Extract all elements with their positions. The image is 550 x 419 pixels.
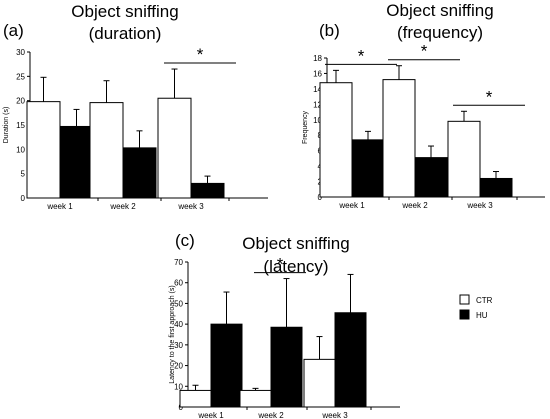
bar-hu-week-3 — [479, 177, 513, 198]
legend-swatch-hu — [459, 309, 470, 320]
y-tick-label: 10 — [16, 145, 25, 154]
bar-hu-week-3 — [190, 182, 225, 199]
y-tick-label: 60 — [174, 279, 183, 288]
y-tick-label: 30 — [16, 48, 25, 57]
legend-swatch-ctr — [459, 294, 470, 305]
bar-ctr-week-1 — [179, 389, 212, 408]
x-tick-label: week 2 — [401, 201, 428, 210]
legend-label-hu: HU — [476, 311, 488, 320]
bar-ctr-week-3 — [157, 97, 192, 199]
chart-subtitle: (frequency) — [397, 23, 483, 42]
y-tick-label: 20 — [16, 97, 25, 106]
bar-hu-week-2 — [414, 157, 448, 198]
y-tick-label: 5 — [21, 170, 26, 179]
y-tick-label: 25 — [16, 72, 25, 81]
y-tick-label: 20 — [174, 362, 183, 371]
y-tick-label: 14 — [313, 85, 322, 94]
y-tick-label: 15 — [16, 121, 25, 130]
y-tick-label: 40 — [174, 320, 183, 329]
y-tick-label: 16 — [313, 69, 322, 78]
y-tick-label: 0 — [21, 194, 26, 203]
y-tick-label: 70 — [174, 258, 183, 267]
y-axis-label: Frequency — [302, 110, 309, 144]
bar-ctr-week-3 — [447, 120, 481, 198]
y-tick-label: 18 — [313, 54, 322, 63]
legend: CTR HU — [459, 294, 493, 320]
y-tick-label: 30 — [174, 341, 183, 350]
bar-hu-week-2 — [122, 147, 157, 199]
y-axis-label: Duration (s) — [3, 107, 10, 144]
chart-subtitle: (duration) — [89, 24, 162, 43]
bar-ctr-week-1 — [319, 82, 353, 198]
x-tick-label: week 3 — [177, 202, 204, 211]
significance-star: * — [277, 255, 284, 274]
panel-label: (c) — [175, 231, 195, 250]
y-tick-label: 10 — [313, 116, 322, 125]
bar-ctr-week-2 — [382, 79, 416, 198]
significance-star: * — [486, 87, 493, 106]
significance-star: * — [197, 45, 204, 64]
y-tick-label: 12 — [313, 100, 322, 109]
y-tick-label: 0 — [179, 403, 184, 412]
x-tick-label: week 1 — [197, 411, 224, 419]
x-tick-label: week 1 — [46, 202, 73, 211]
x-tick-label: week 2 — [109, 202, 136, 211]
legend-label-ctr: CTR — [476, 296, 493, 305]
bar-hu-week-2 — [270, 326, 303, 408]
chart-title: Object sniffing — [71, 2, 178, 21]
y-tick-label: 10 — [174, 382, 183, 391]
y-axis-label: Latency to the first approach (s) — [169, 285, 176, 383]
panel-b: (b)Object sniffing(frequency)Frequency02… — [302, 1, 545, 210]
panel-a: (a) Object sniffing (duration) Duration (s)… — [3, 2, 268, 211]
bar-ctr-week-1 — [26, 101, 61, 199]
x-tick-label: week 1 — [338, 201, 365, 210]
chart-title: Object sniffing — [386, 1, 493, 20]
bar-hu-week-1 — [59, 125, 94, 199]
panel-c: (c) Object sniffing (latency) Latency to th… — [169, 231, 400, 419]
x-tick-label: week 3 — [321, 411, 348, 419]
chart-subtitle: (latency) — [263, 257, 328, 276]
y-tick-label: 50 — [174, 299, 183, 308]
bar-hu-week-1 — [210, 323, 243, 408]
x-tick-label: week 2 — [257, 411, 284, 419]
panel-label: (a) — [3, 21, 24, 40]
bar-ctr-week-2 — [89, 102, 124, 199]
bar-hu-week-1 — [351, 139, 385, 198]
bar-ctr-week-3 — [303, 358, 336, 408]
significance-star: * — [421, 42, 428, 61]
chart-title: Object sniffing — [242, 234, 349, 253]
panel-label: (b) — [319, 21, 340, 40]
bar-hu-week-3 — [334, 312, 367, 408]
significance-star: * — [358, 46, 365, 65]
x-tick-label: week 3 — [466, 201, 493, 210]
bar-ctr-week-2 — [239, 389, 272, 408]
